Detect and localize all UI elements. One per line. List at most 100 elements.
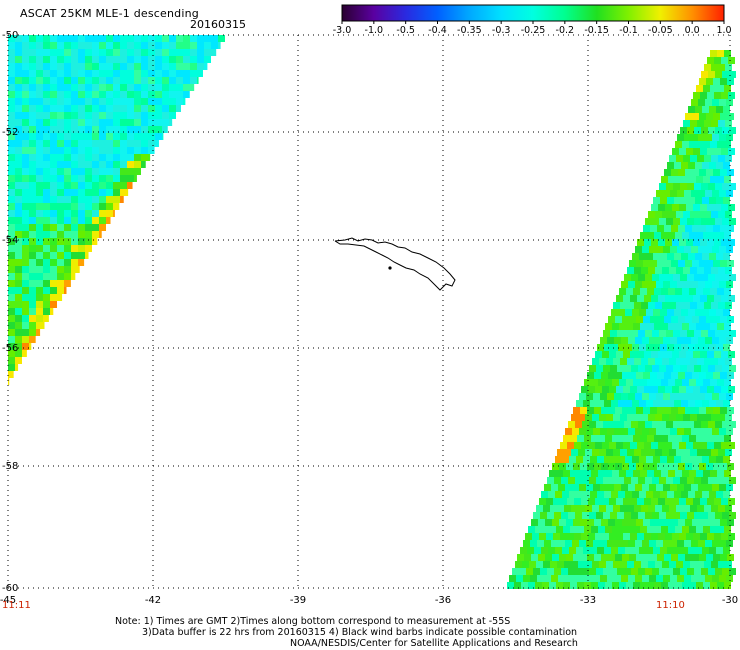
- swath-cell: [700, 533, 707, 540]
- swath-cell: [113, 168, 120, 175]
- swath-cell: [660, 491, 667, 498]
- swath-cell: [724, 141, 731, 148]
- swath-cell: [593, 393, 600, 400]
- swath-cell: [689, 470, 696, 477]
- swath-cell: [653, 547, 660, 554]
- swath-cell: [674, 253, 681, 260]
- swath-cell: [626, 323, 633, 330]
- swath-cell: [569, 456, 576, 463]
- swath-cell: [675, 582, 682, 589]
- swath-cell: [630, 386, 637, 393]
- swath-cell: [36, 294, 43, 301]
- swath-cell: [22, 287, 29, 294]
- swath-cell: [50, 203, 57, 210]
- swath-cell: [712, 484, 719, 491]
- swath-cell: [618, 309, 625, 316]
- swath-cell: [601, 463, 608, 470]
- swath-cell: [78, 147, 85, 154]
- swath-cell: [106, 154, 113, 161]
- swath-cell: [533, 512, 540, 519]
- swath-cell: [709, 456, 716, 463]
- swath-cell: [8, 245, 15, 252]
- swath-cell: [183, 56, 190, 63]
- swath-cell: [675, 435, 682, 442]
- swath-cell: [583, 547, 590, 554]
- swath-cell: [683, 414, 690, 421]
- swath-cell: [667, 197, 674, 204]
- swath-cell: [654, 232, 661, 239]
- swath-cell: [92, 105, 99, 112]
- swath-cell: [8, 280, 15, 287]
- swath-cell: [92, 35, 99, 42]
- swath-cell: [36, 147, 43, 154]
- swath-cell: [679, 295, 686, 302]
- swath-cell: [36, 245, 43, 252]
- swath-cell: [544, 484, 551, 491]
- swath-cell: [674, 162, 681, 169]
- swath-cell: [675, 141, 682, 148]
- swath-cell: [689, 232, 696, 239]
- swath-cell: [512, 568, 519, 575]
- swath-cell: [711, 302, 718, 309]
- swath-cell: [700, 92, 707, 99]
- swath-cell: [615, 407, 622, 414]
- swath-cell: [717, 232, 724, 239]
- swath-cell: [648, 561, 655, 568]
- swath-cell: [719, 190, 726, 197]
- swath-cell: [515, 561, 522, 568]
- swath-cell: [15, 287, 22, 294]
- swath-cell: [57, 280, 64, 287]
- swath-cell: [71, 126, 78, 133]
- swath-cell: [662, 358, 669, 365]
- swath-cell: [714, 442, 721, 449]
- swath-cell: [43, 308, 50, 315]
- swath-cell: [120, 112, 127, 119]
- swath-cell: [43, 266, 50, 273]
- swath-cell: [640, 323, 647, 330]
- swath-cell: [141, 98, 148, 105]
- swath-cell: [649, 246, 656, 253]
- swath-cell: [711, 561, 718, 568]
- swath-cell: [668, 323, 675, 330]
- swath-cell: [29, 84, 36, 91]
- swath-cell: [8, 112, 15, 119]
- swath-cell: [50, 84, 57, 91]
- swath-cell: [644, 386, 651, 393]
- swath-cell: [649, 575, 656, 582]
- swath-cell: [22, 203, 29, 210]
- swath-cell: [22, 231, 29, 238]
- swath-cell: [616, 386, 623, 393]
- swath-cell: [8, 210, 15, 217]
- swath-cell: [141, 161, 146, 168]
- swath-cell: [720, 407, 727, 414]
- swath-cell: [43, 105, 50, 112]
- swath-cell: [106, 140, 113, 147]
- swath-cell: [665, 498, 672, 505]
- swath-cell: [64, 168, 71, 175]
- swath-cell: [543, 505, 550, 512]
- swath-cell: [661, 176, 668, 183]
- swath-cell: [120, 98, 127, 105]
- swath-cell: [15, 161, 22, 168]
- swath-cell: [579, 484, 586, 491]
- swath-cell: [43, 224, 50, 231]
- swath-cell: [43, 273, 50, 280]
- swath-cell: [716, 253, 723, 260]
- swath-cell: [71, 259, 78, 266]
- note-line-2: 3)Data buffer is 22 hrs from 20160315 4)…: [142, 627, 578, 638]
- swath-cell: [204, 63, 208, 70]
- swath-cell: [617, 421, 624, 428]
- swath-cell: [566, 554, 573, 561]
- swath-cell: [134, 168, 141, 175]
- swath-cell: [22, 49, 29, 56]
- swath-cell: [608, 372, 615, 379]
- swath-cell: [700, 498, 707, 505]
- swath-cell: [557, 505, 564, 512]
- swath-cell: [636, 519, 643, 526]
- swath-cell: [670, 190, 677, 197]
- swath-cell: [631, 512, 638, 519]
- swath-cell: [8, 273, 15, 280]
- swath-cell: [8, 56, 15, 63]
- swath-cell: [695, 547, 702, 554]
- swath-cell: [683, 211, 690, 218]
